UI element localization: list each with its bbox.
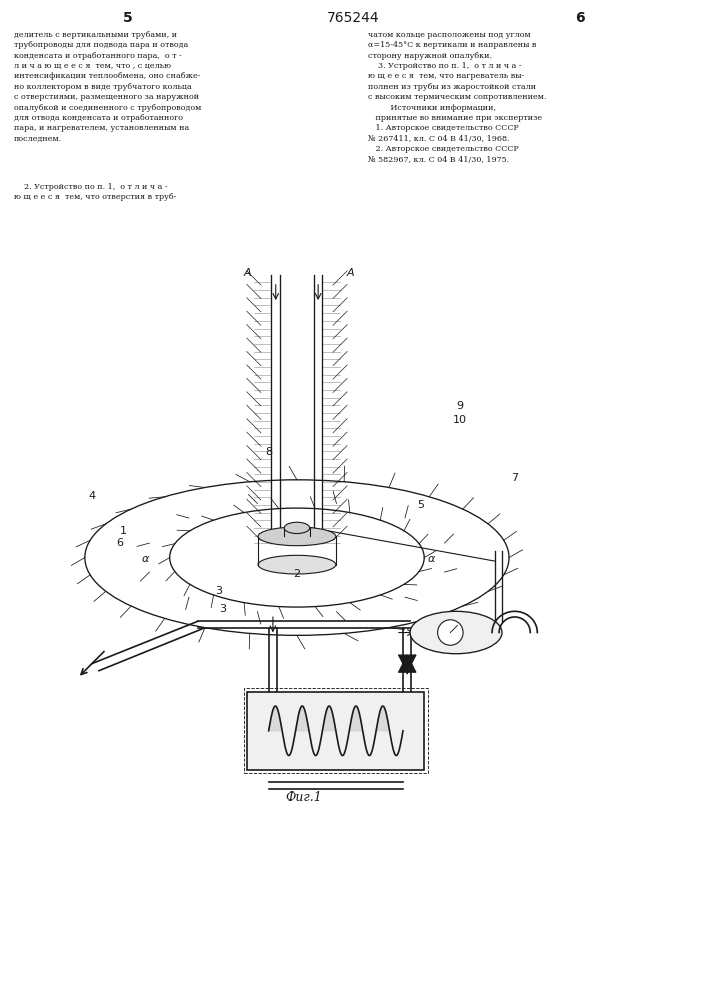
- Text: 3: 3: [219, 604, 226, 614]
- Text: A: A: [346, 268, 354, 278]
- Text: α: α: [141, 554, 148, 564]
- Text: чатом кольце расположены под углом
α=15-45°С к вертикали и направлены в
сторону : чатом кольце расположены под углом α=15-…: [368, 31, 546, 164]
- Text: 5: 5: [122, 11, 132, 25]
- Polygon shape: [399, 655, 416, 672]
- Circle shape: [438, 620, 463, 645]
- Ellipse shape: [258, 527, 336, 546]
- Text: A: A: [244, 268, 251, 278]
- Bar: [247, 692, 424, 770]
- Text: 765244: 765244: [327, 11, 380, 25]
- Text: 4: 4: [88, 491, 95, 501]
- Text: 2. Устройство по п. 1,  о т л и ч а -
ю щ е е с я  тем, что отверстия в труб-: 2. Устройство по п. 1, о т л и ч а - ю щ…: [14, 183, 177, 201]
- Text: α: α: [428, 554, 435, 564]
- Text: делитель с вертикальными трубами, и
трубопроводы для подвода пара и отвода
конде: делитель с вертикальными трубами, и труб…: [14, 31, 201, 143]
- Text: 9: 9: [456, 401, 463, 411]
- Ellipse shape: [410, 611, 502, 654]
- Ellipse shape: [284, 522, 310, 534]
- Text: 6: 6: [575, 11, 585, 25]
- Polygon shape: [399, 655, 416, 672]
- Text: 7: 7: [511, 473, 518, 483]
- Text: 10: 10: [452, 415, 467, 425]
- Text: 6: 6: [117, 538, 124, 548]
- Text: 2: 2: [293, 569, 300, 579]
- Text: Фиг.1: Фиг.1: [286, 791, 322, 804]
- Text: 1: 1: [120, 526, 127, 536]
- Ellipse shape: [258, 555, 336, 574]
- Text: 3: 3: [216, 586, 223, 596]
- Bar: [244, 688, 428, 773]
- Text: 8: 8: [265, 447, 272, 457]
- Text: 5: 5: [417, 500, 424, 510]
